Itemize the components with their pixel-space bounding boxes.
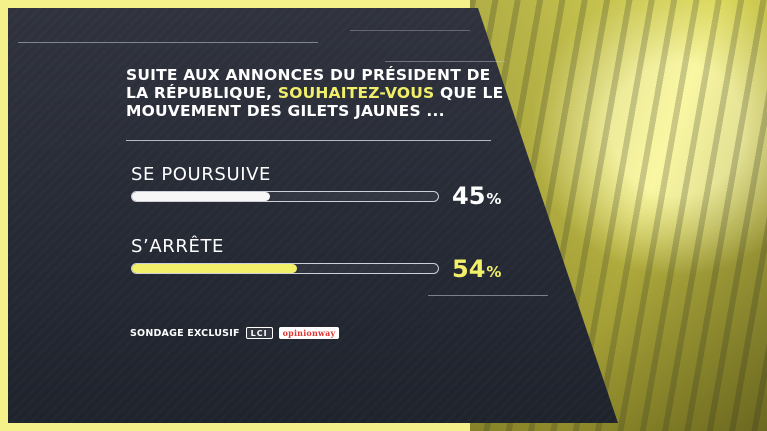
option-percent-unit-stop: %: [486, 263, 502, 281]
option-percent-value-stop: 54: [452, 255, 486, 283]
question-underline: [126, 140, 491, 141]
option-label-continue: SE POURSUIVE: [131, 164, 272, 185]
option-label-stop: S’ARRÊTE: [131, 236, 225, 257]
opinionway-logo: opinionway: [278, 327, 340, 339]
footer-label: SONDAGE EXCLUSIF: [130, 327, 240, 339]
decorative-rule-top-left: [18, 42, 318, 43]
option-bar-continue: [131, 191, 439, 202]
option-percent-continue: 45%: [452, 184, 501, 211]
question-suffix: QUE LE MOUVEMENT DES GILETS JAUNES ...: [126, 84, 504, 120]
lci-logo: LCI: [245, 327, 273, 339]
option-bar-stop: [131, 263, 439, 274]
option-percent-value-continue: 45: [452, 182, 486, 210]
option-percent-unit-continue: %: [486, 190, 502, 208]
option-bar-fill-stop: [132, 264, 298, 273]
decorative-rule-lower: [428, 295, 548, 296]
question-prefix: SUITE AUX ANNONCES DU PRÉSIDENT DE LA RÉ…: [126, 66, 491, 102]
question-highlight: SOUHAITEZ-VOUS: [277, 84, 435, 102]
poll-footer: SONDAGE EXCLUSIF LCI opinionway: [130, 327, 340, 339]
option-percent-stop: 54%: [452, 257, 501, 284]
decorative-rule-top: [350, 30, 470, 31]
option-bar-fill-continue: [132, 192, 270, 201]
poll-question: SUITE AUX ANNONCES DU PRÉSIDENT DE LA RÉ…: [126, 66, 506, 120]
decorative-rule-upper: [385, 61, 505, 62]
